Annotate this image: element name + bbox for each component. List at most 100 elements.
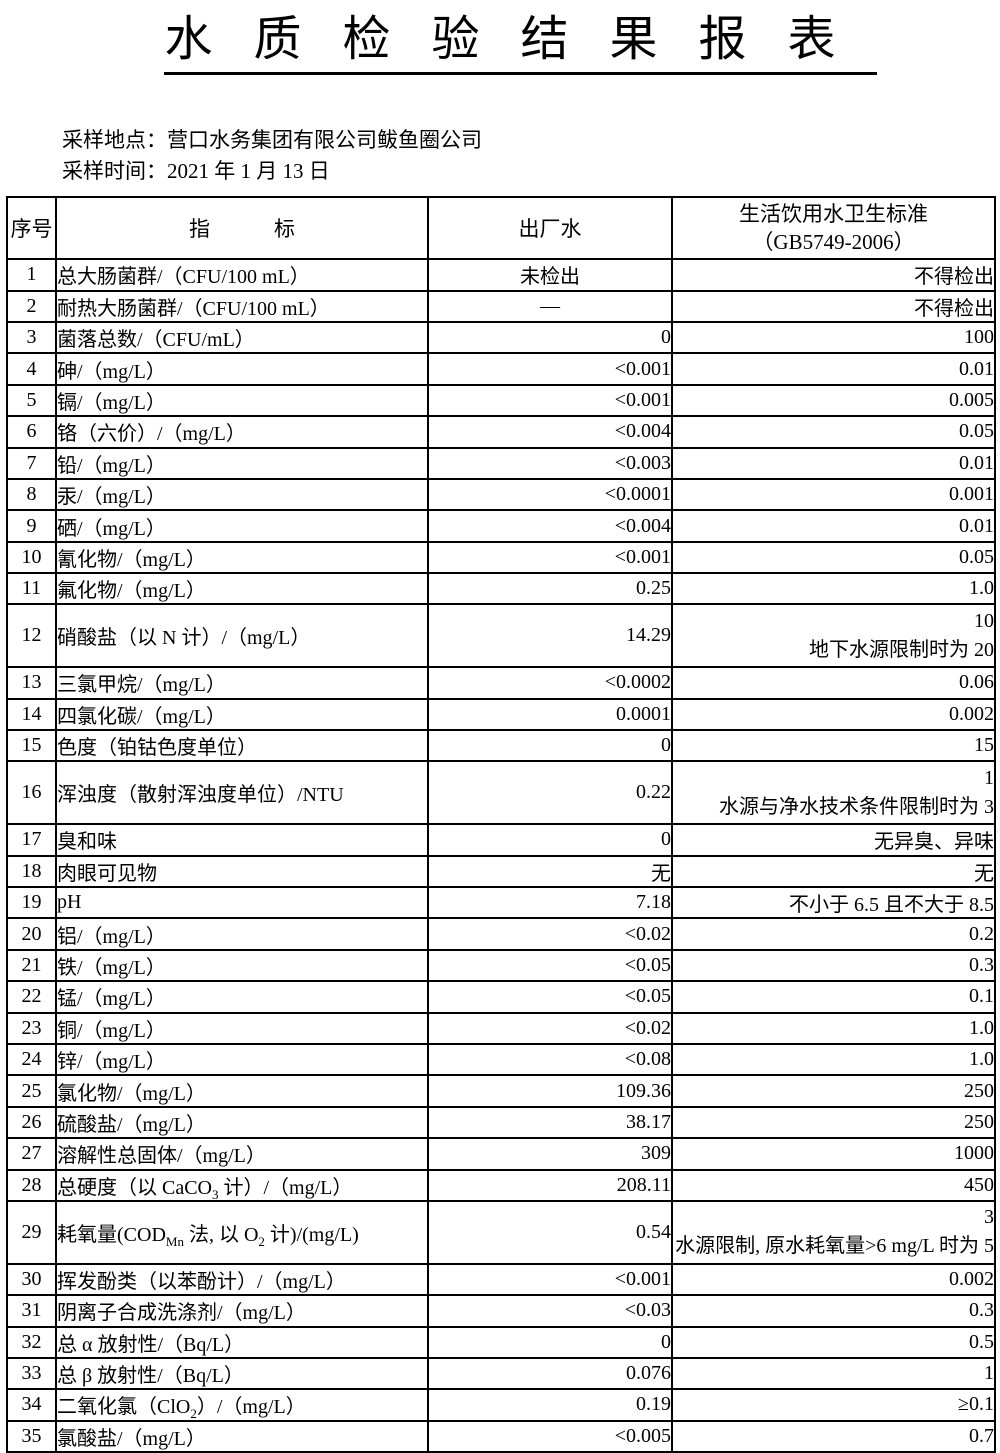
- table-row: 28 总硬度（以 CaCO3 计）/（mg/L） 208.11 450: [6, 1168, 996, 1202]
- table-row: 1 总大肠菌群/（CFU/100 mL） 未检出 不得检出: [6, 258, 996, 292]
- factory-water-value-cell: 309: [427, 1137, 673, 1171]
- factory-water-value-cell: <0.02: [427, 1011, 673, 1045]
- factory-water-value-cell: 未检出: [427, 258, 673, 292]
- standard-value-cell: ≥0.1: [671, 1388, 996, 1422]
- standard-note: 地下水源限制时为 20: [809, 638, 994, 661]
- indicator-cell: 总 β 放射性/（Bq/L）: [55, 1356, 429, 1391]
- standard-value-cell: 1000: [671, 1137, 996, 1171]
- factory-water-value-cell: <0.003: [427, 446, 673, 480]
- table-row: 34 二氧化氯（ClO2）/（mg/L） 0.19 ≥0.1: [6, 1388, 996, 1422]
- row-number-cell: 26: [6, 1105, 57, 1140]
- row-number-cell: 25: [6, 1074, 57, 1108]
- indicator-cell: 溶解性总固体/（mg/L）: [55, 1137, 429, 1171]
- row-number-cell: 5: [6, 383, 57, 418]
- row-number-cell: 35: [6, 1419, 57, 1453]
- row-number-cell: 12: [6, 603, 57, 669]
- standard-value: 3: [984, 1206, 994, 1229]
- sampling-time-label: 采样时间：: [62, 159, 167, 184]
- row-number-cell: 22: [6, 980, 57, 1014]
- table-row: 12 硝酸盐（以 N 计）/（mg/L） 14.29 10 地下水源限制时为 20: [6, 603, 996, 669]
- standard-value-cell: 不得检出: [671, 258, 996, 292]
- standard-note: 水源限制, 原水耗氧量>6 mg/L 时为 5: [675, 1235, 994, 1258]
- col-header-standard-line1: 生活饮用水卫生标准: [739, 202, 928, 227]
- row-number-cell: 10: [6, 540, 57, 575]
- indicator-cell: 色度（铂钴色度单位）: [55, 729, 429, 763]
- row-number-cell: 7: [6, 446, 57, 480]
- factory-water-value-cell: 0.19: [427, 1388, 673, 1422]
- factory-water-value-cell: <0.0001: [427, 477, 673, 512]
- col-header-standard: 生活饮用水卫生标准 （GB5749-2006）: [671, 196, 996, 261]
- indicator-cell: 铅/（mg/L）: [55, 446, 429, 480]
- row-number-cell: 14: [6, 697, 57, 732]
- page-title: 水质检验结果报表: [0, 0, 1000, 76]
- standard-note: 水源与净水技术条件限制时为 3: [719, 795, 994, 818]
- factory-water-value-cell: 208.11: [427, 1168, 673, 1202]
- table-row: 29 耗氧量(CODMn 法, 以 O2 计)/(mg/L) 0.54 3 水源限制, …: [6, 1199, 996, 1265]
- table-row: 22 锰/（mg/L） <0.05 0.1: [6, 980, 996, 1014]
- table-row: 21 铁/（mg/L） <0.05 0.3: [6, 948, 996, 983]
- standard-value-cell: 1.0: [671, 572, 996, 606]
- indicator-cell: 硫酸盐/（mg/L）: [55, 1105, 429, 1140]
- indicator-cell: 铬（六价）/（mg/L）: [55, 415, 429, 449]
- indicator-cell: 浑浊度（散射浑浊度单位）/NTU: [55, 760, 429, 826]
- standard-value: 1: [984, 766, 994, 789]
- row-number-cell: 31: [6, 1294, 57, 1328]
- factory-water-value-cell: <0.05: [427, 948, 673, 983]
- sampling-time-value: 2021 年 1 月 13 日: [167, 159, 330, 184]
- factory-water-value-cell: 14.29: [427, 603, 673, 669]
- indicator-cell: 总大肠菌群/（CFU/100 mL）: [55, 258, 429, 292]
- standard-value: 10: [974, 609, 994, 632]
- indicator-cell: 氟化物/（mg/L）: [55, 572, 429, 606]
- table-row: 26 硫酸盐/（mg/L） 38.17 250: [6, 1105, 996, 1140]
- factory-water-value-cell: <0.004: [427, 509, 673, 543]
- factory-water-value-cell: <0.004: [427, 415, 673, 449]
- table-row: 16 浑浊度（散射浑浊度单位）/NTU 0.22 1 水源与净水技术条件限制时为 3: [6, 760, 996, 826]
- indicator-cell: 耗氧量(CODMn 法, 以 O2 计)/(mg/L): [55, 1199, 429, 1265]
- table-row: 33 总 β 放射性/（Bq/L） 0.076 1: [6, 1356, 996, 1391]
- table-row: 13 三氯甲烷/（mg/L） <0.0002 0.06: [6, 666, 996, 700]
- standard-value-cell: 100: [671, 320, 996, 355]
- row-number-cell: 11: [6, 572, 57, 606]
- standard-value-cell: 450: [671, 1168, 996, 1202]
- factory-water-value-cell: 无: [427, 854, 673, 889]
- row-number-cell: 8: [6, 477, 57, 512]
- indicator-cell: 锌/（mg/L）: [55, 1042, 429, 1077]
- factory-water-value-cell: 0: [427, 823, 673, 857]
- standard-value-cell: 1 水源与净水技术条件限制时为 3: [671, 760, 996, 826]
- indicator-cell: 三氯甲烷/（mg/L）: [55, 666, 429, 700]
- table-row: 5 镉/（mg/L） <0.001 0.005: [6, 383, 996, 418]
- row-number-cell: 3: [6, 320, 57, 355]
- row-number-cell: 20: [6, 917, 57, 951]
- factory-water-value-cell: <0.0002: [427, 666, 673, 700]
- col-header-indicator: 指标: [55, 196, 429, 261]
- row-number-cell: 32: [6, 1325, 57, 1359]
- indicator-cell: 硒/（mg/L）: [55, 509, 429, 543]
- standard-value-cell: 0.2: [671, 917, 996, 951]
- table-row: 17 臭和味 0 无异臭、异味: [6, 823, 996, 857]
- factory-water-value-cell: <0.03: [427, 1294, 673, 1328]
- row-number-cell: 18: [6, 854, 57, 889]
- indicator-cell: 硝酸盐（以 N 计）/（mg/L）: [55, 603, 429, 669]
- table-row: 10 氰化物/（mg/L） <0.001 0.05: [6, 540, 996, 575]
- row-number-cell: 30: [6, 1262, 57, 1297]
- factory-water-value-cell: 0.25: [427, 572, 673, 606]
- table-row: 2 耐热大肠菌群/（CFU/100 mL） — 不得检出: [6, 289, 996, 323]
- standard-value-cell: 1.0: [671, 1011, 996, 1045]
- standard-value-cell: 3 水源限制, 原水耗氧量>6 mg/L 时为 5: [671, 1199, 996, 1265]
- row-number-cell: 4: [6, 352, 57, 386]
- standard-value-cell: 无: [671, 854, 996, 889]
- standard-value-cell: 250: [671, 1074, 996, 1108]
- table-row: 15 色度（铂钴色度单位） 0 15: [6, 729, 996, 763]
- table-row: 23 铜/（mg/L） <0.02 1.0: [6, 1011, 996, 1045]
- standard-value-cell: 0.06: [671, 666, 996, 700]
- row-number-cell: 24: [6, 1042, 57, 1077]
- header-row: 序号 指标 出厂水 生活饮用水卫生标准 （GB5749-2006）: [6, 196, 996, 261]
- standard-value-cell: 0.01: [671, 352, 996, 386]
- factory-water-value-cell: 0: [427, 320, 673, 355]
- row-number-cell: 17: [6, 823, 57, 857]
- factory-water-value-cell: 0.54: [427, 1199, 673, 1265]
- row-number-cell: 13: [6, 666, 57, 700]
- col-header-standard-line2: （GB5749-2006）: [752, 230, 915, 255]
- factory-water-value-cell: 0: [427, 729, 673, 763]
